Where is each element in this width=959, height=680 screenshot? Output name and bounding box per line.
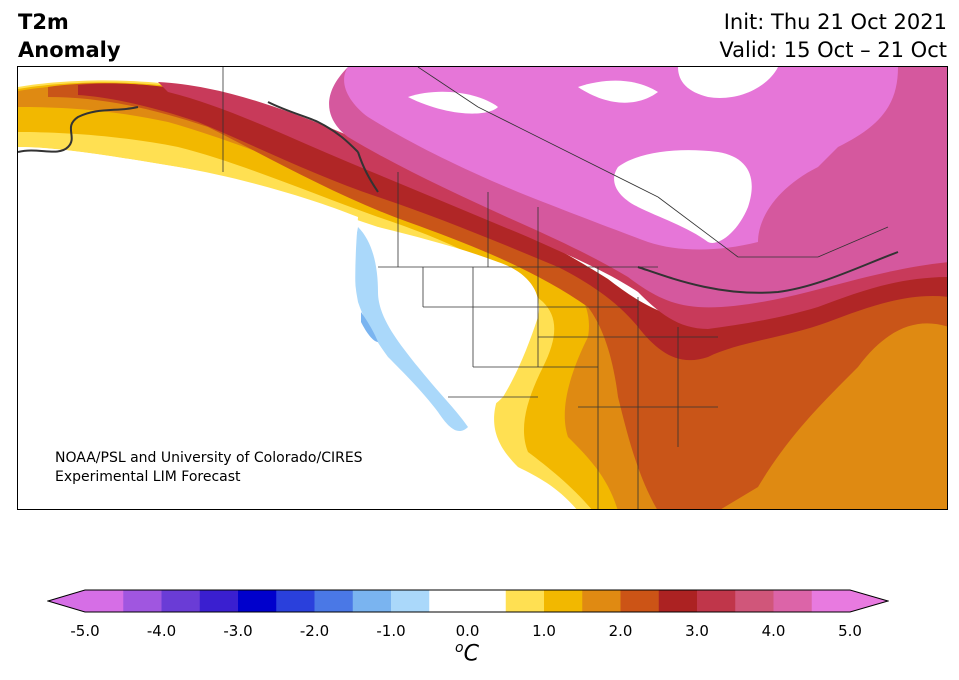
- border-line: [477, 106, 659, 198]
- colorbar-tick-label: 1.0: [532, 622, 556, 640]
- valid-date: Valid: 15 Oct – 21 Oct: [719, 38, 947, 62]
- colorbar-tick-label: -3.0: [223, 622, 253, 640]
- colorbar-segment: [467, 590, 507, 612]
- rust-region: [48, 83, 947, 509]
- colorbar-segment: [735, 590, 774, 612]
- colorbar-under-arrow: [48, 590, 85, 612]
- colorbar-tick-label: 3.0: [685, 622, 709, 640]
- units-label: oC: [455, 640, 479, 666]
- border-line: [417, 67, 479, 108]
- colorbar-segment: [85, 590, 124, 612]
- colorbar-segment: [238, 590, 277, 612]
- colorbar-over-arrow: [850, 590, 888, 612]
- crimson-region: [78, 83, 947, 361]
- date-info: Init: Thu 21 Oct 2021 Valid: 15 Oct – 21…: [719, 8, 947, 64]
- colorbar-segment: [658, 590, 698, 612]
- colorbar-tick-label: 4.0: [761, 622, 786, 640]
- colorbar-segment: [352, 590, 392, 612]
- lightblue-region: [354, 227, 468, 432]
- colorbar-segment: [544, 590, 583, 612]
- colorbar-tick-label: 2.0: [608, 622, 633, 640]
- colorbar-segment: [391, 590, 430, 612]
- colorbar-tick-label: -5.0: [70, 622, 100, 640]
- coastline: [18, 101, 899, 294]
- arctic-gap-2: [578, 80, 658, 103]
- colorbar-segment: [620, 590, 660, 612]
- credit-text: NOAA/PSL and University of Colorado/CIRE…: [55, 449, 363, 487]
- colorbar-segment: [314, 590, 354, 612]
- blue-region: [361, 312, 378, 342]
- colorbar-segment: [582, 590, 621, 612]
- arctic-gap-1: [408, 91, 498, 114]
- colorbar-tick-label: -4.0: [146, 622, 177, 640]
- rose-region: [158, 82, 947, 329]
- border-line: [657, 196, 739, 258]
- init-date: Init: Thu 21 Oct 2021: [723, 10, 947, 34]
- title-line-2: Anomaly: [18, 38, 121, 62]
- colorbar-segment: [161, 590, 201, 612]
- anomaly-map: [18, 67, 947, 509]
- colorbar-tick-label: -1.0: [376, 622, 406, 640]
- pacific-ocean: [18, 147, 497, 509]
- colorbar-segment: [505, 590, 545, 612]
- political-borders: [18, 67, 899, 509]
- credit-line-1: NOAA/PSL and University of Colorado/CIRE…: [55, 450, 363, 466]
- degree-sup: o: [455, 640, 464, 656]
- colorbar-tick-label: 0.0: [455, 622, 480, 640]
- map-panel: [17, 66, 948, 510]
- colorbar-segment: [123, 590, 162, 612]
- border-line: [817, 226, 889, 258]
- colorbar: [47, 589, 889, 613]
- colorbar-segment: [276, 590, 315, 612]
- colorbar-tick-label: 5.0: [838, 622, 862, 640]
- title-line-1: T2m: [18, 10, 69, 34]
- colorbar-segment: [697, 590, 736, 612]
- map-title: T2m Anomaly: [18, 8, 121, 64]
- colorbar-segment: [773, 590, 813, 612]
- colorbar-outline: [47, 589, 889, 613]
- colorbar-tick-label: -2.0: [299, 622, 330, 640]
- hudson-bay: [614, 150, 752, 243]
- colorbar-segment: [199, 590, 239, 612]
- colorbar-segment: [811, 590, 851, 612]
- arctic-gap-3: [678, 67, 778, 98]
- colorbar-segment: [429, 590, 468, 612]
- unit-letter: C: [463, 641, 479, 667]
- credit-line-2: Experimental LIM Forecast: [55, 469, 241, 485]
